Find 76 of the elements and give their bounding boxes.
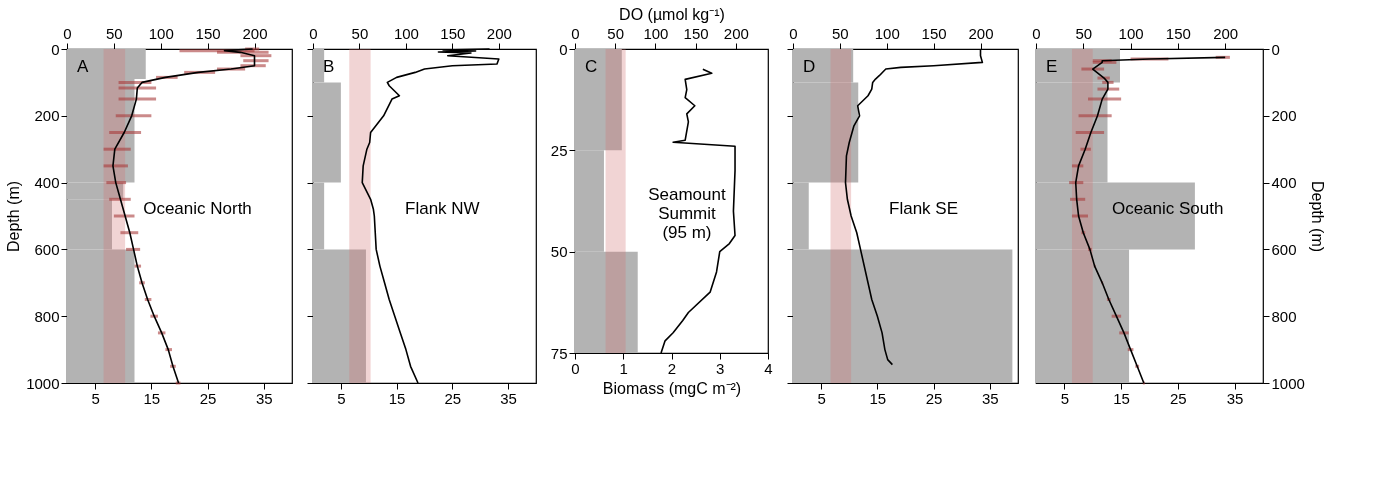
x-tick-label: 5 xyxy=(1060,389,1070,407)
y-tick-label: 600 xyxy=(1271,240,1297,258)
y-tick-label: 1000 xyxy=(1271,374,1305,392)
x-tick-label: 5 xyxy=(817,389,826,407)
y-tick-label: 0 xyxy=(559,40,568,58)
x2-tick-label: 100 xyxy=(393,24,419,42)
x2-tick-label: 150 xyxy=(440,24,466,42)
x-tick-label: 15 xyxy=(388,389,406,407)
x2-tick-label: 50 xyxy=(1075,24,1093,42)
y-tick-label: 0 xyxy=(51,40,60,58)
x2-tick-label: 100 xyxy=(148,24,174,42)
x-tick-label: 35 xyxy=(256,389,273,407)
x-tick-label: 5 xyxy=(337,389,346,407)
x2-tick-label: 200 xyxy=(486,24,512,42)
x2-tick-label: 0 xyxy=(309,24,318,42)
x2-axis-title: DO (µmol kg⁻¹) xyxy=(619,5,725,23)
annotation: C xyxy=(585,57,598,76)
x2-tick-label: 100 xyxy=(643,24,669,42)
x2-tick-label: 200 xyxy=(723,24,749,42)
annotation: B xyxy=(323,57,335,76)
y-tick-label: 400 xyxy=(34,174,60,192)
x-tick-label: 35 xyxy=(1226,389,1244,407)
x-tick-label: 25 xyxy=(199,389,217,407)
annotation: A xyxy=(77,57,89,76)
x-tick-label: 25 xyxy=(925,389,943,407)
y-axis-title: Depth (m) xyxy=(1308,180,1326,253)
annotation: Oceanic North xyxy=(143,199,252,219)
x-tick-label: 25 xyxy=(444,389,462,407)
y-axis-title: Depth (m) xyxy=(5,180,23,253)
x-tick-label: 35 xyxy=(500,389,517,407)
x2-tick-label: 200 xyxy=(242,24,268,42)
annotation: Flank NW xyxy=(405,199,480,219)
x-tick-label: 4 xyxy=(764,359,773,377)
x-tick-label: 2 xyxy=(667,359,677,377)
y-tick-label: 400 xyxy=(1271,174,1297,192)
annotation: E xyxy=(1046,57,1058,76)
y-tick-label: 0 xyxy=(1271,40,1280,58)
y-tick-label: 200 xyxy=(34,107,60,125)
x2-tick-label: 50 xyxy=(106,24,123,42)
y-tick-label: 600 xyxy=(34,240,60,258)
x2-tick-label: 0 xyxy=(1032,24,1041,42)
x2-tick-label: 50 xyxy=(607,24,625,42)
x2-tick-label: 0 xyxy=(571,24,580,42)
x2-tick-label: 100 xyxy=(1118,24,1144,42)
x-axis-title: Biomass (mgC m⁻²) xyxy=(602,379,742,397)
y-tick-label: 800 xyxy=(34,307,60,325)
x-tick-label: 3 xyxy=(716,359,725,377)
x-tick-label: 35 xyxy=(982,389,999,407)
x2-tick-label: 100 xyxy=(874,24,900,42)
x-tick-label: 25 xyxy=(1170,389,1187,407)
x-tick-label: 1 xyxy=(619,359,628,377)
x2-tick-label: 0 xyxy=(63,24,72,42)
annotation: D xyxy=(803,57,816,76)
x2-tick-label: 150 xyxy=(195,24,221,42)
x-tick-label: 5 xyxy=(91,389,100,407)
x-tick-label: 15 xyxy=(1113,389,1130,407)
y-tick-label: 75 xyxy=(550,344,568,362)
annotation: Seamount Summit (95 m) xyxy=(648,184,726,242)
x2-tick-label: 150 xyxy=(921,24,947,42)
annotation: Oceanic South xyxy=(1111,199,1224,219)
y-tick-label: 50 xyxy=(550,243,568,261)
x-tick-label: 15 xyxy=(869,389,887,407)
x-tick-label: 15 xyxy=(143,389,161,407)
y-tick-label: 200 xyxy=(1271,107,1297,125)
annotation: Flank SE xyxy=(889,199,958,219)
x2-tick-label: 50 xyxy=(832,24,849,42)
x2-tick-label: 0 xyxy=(789,24,798,42)
x2-tick-label: 150 xyxy=(683,24,709,42)
x2-tick-label: 150 xyxy=(1165,24,1191,42)
y-tick-label: 1000 xyxy=(26,374,60,392)
y-tick-label: 25 xyxy=(550,141,568,159)
x2-tick-label: 50 xyxy=(351,24,369,42)
x-tick-label: 0 xyxy=(571,359,580,377)
y-tick-label: 800 xyxy=(1271,307,1297,325)
x2-tick-label: 200 xyxy=(1213,24,1239,42)
x2-tick-label: 200 xyxy=(968,24,994,42)
